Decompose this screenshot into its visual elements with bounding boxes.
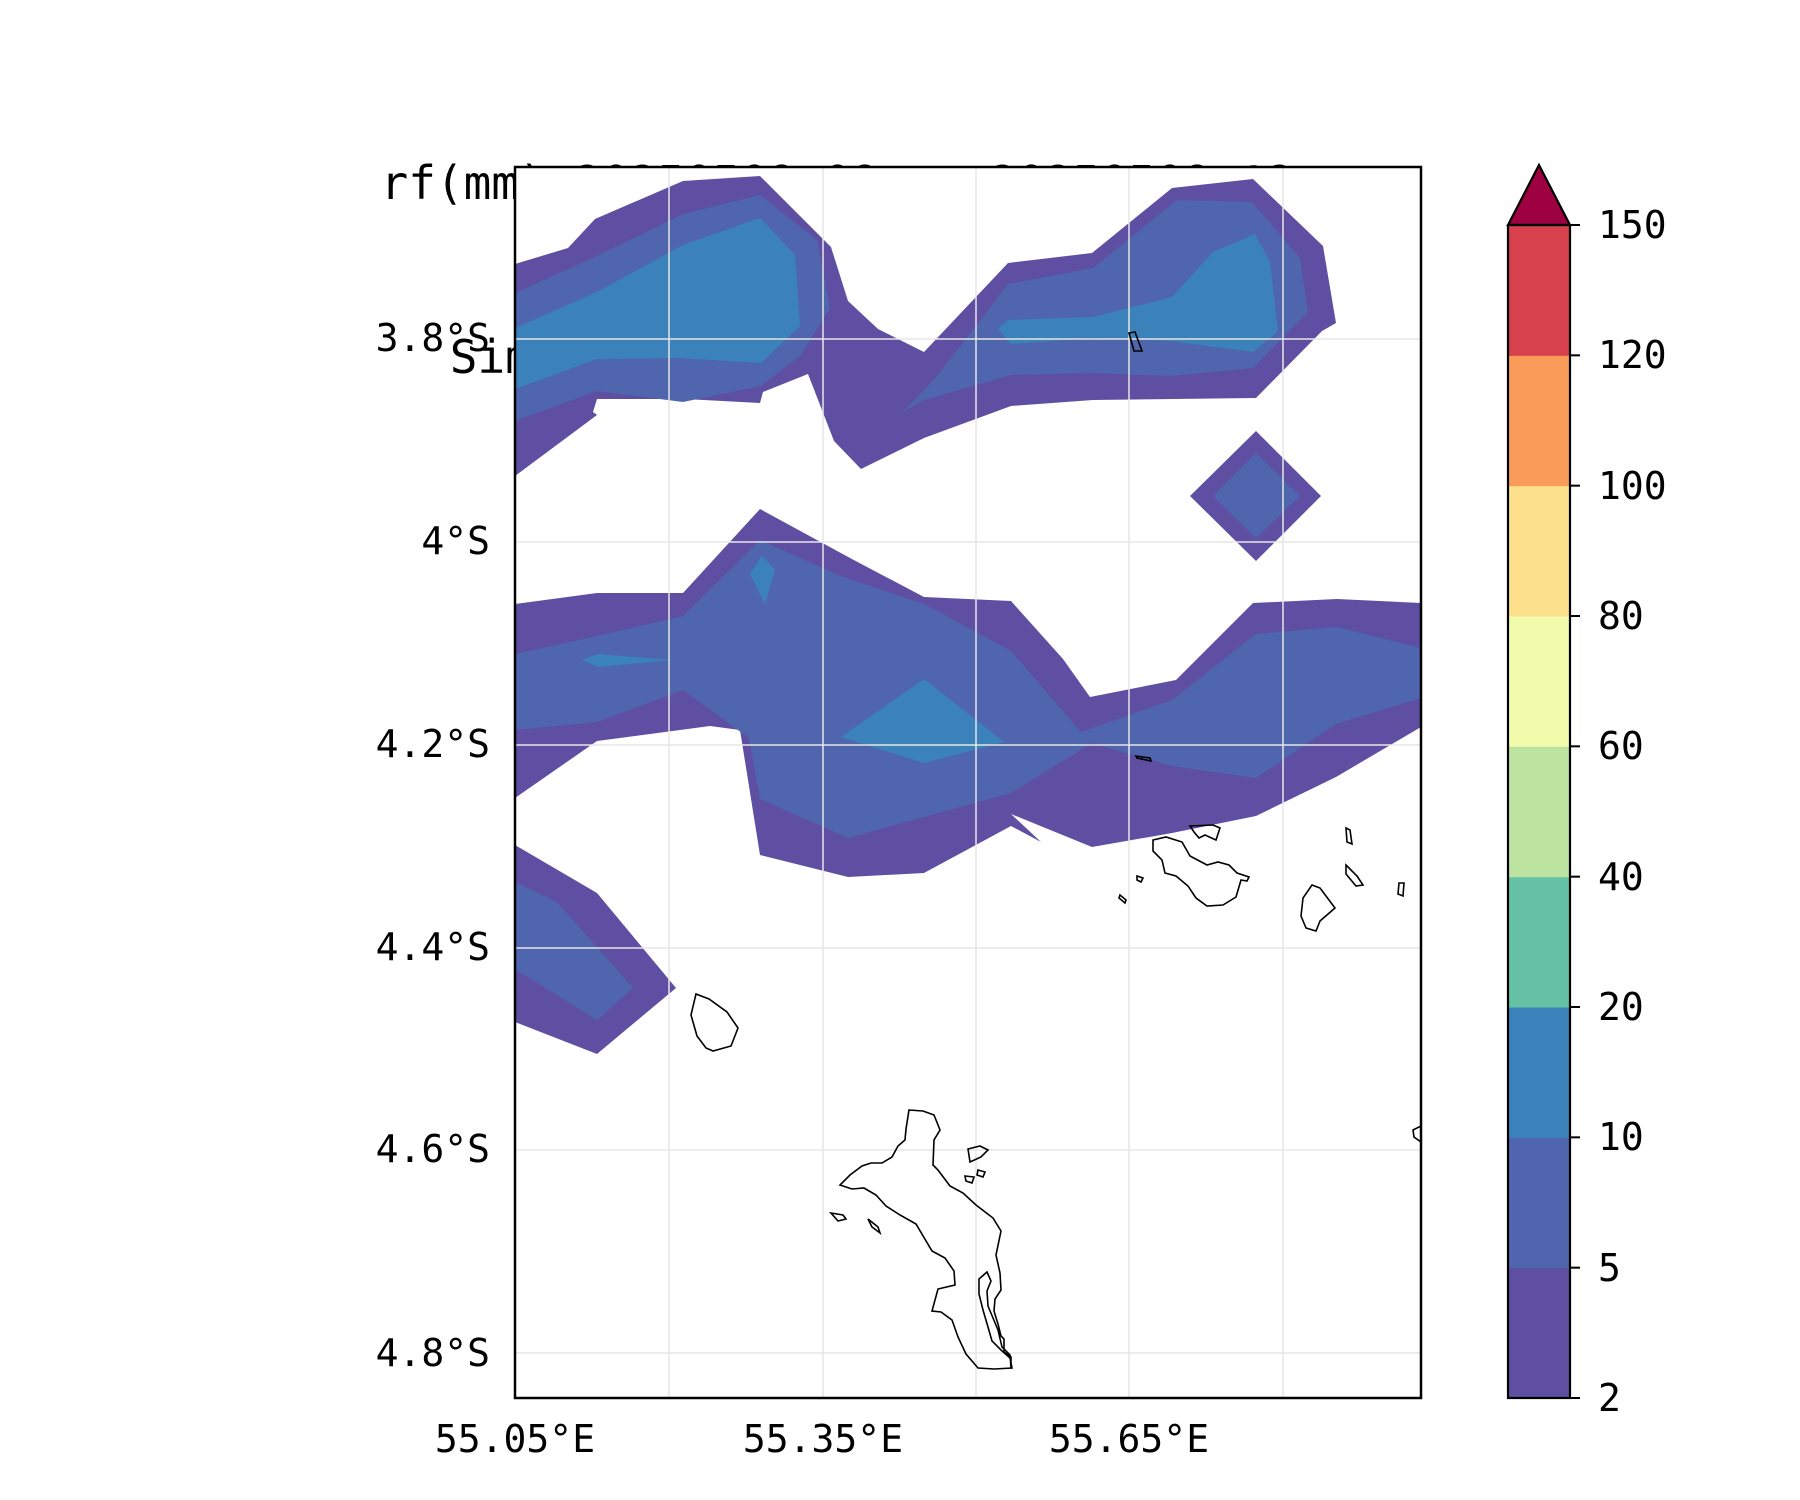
coast-islet-cerf <box>964 1175 976 1185</box>
colorbar-tick-label: 40 <box>1598 855 1644 899</box>
lat-tick-label: 4.2°S <box>376 722 490 766</box>
lat-tick-label: 4.8°S <box>376 1331 490 1375</box>
coast-islet-e4 <box>1412 1125 1421 1143</box>
map-gridlines <box>515 167 1421 1398</box>
colorbar-bands <box>1508 225 1570 1399</box>
lat-tick-label: 3.8°S <box>376 316 490 360</box>
rain-central-10-20-c <box>841 679 1004 763</box>
lat-tick-label: 4.6°S <box>376 1127 490 1171</box>
colorbar-tick-label: 150 <box>1598 203 1667 247</box>
colorbar-tick-label: 10 <box>1598 1115 1644 1159</box>
colorbar-tick-label: 120 <box>1598 333 1667 377</box>
map-frame <box>513 165 1423 1400</box>
colorbar-band <box>1508 1137 1570 1269</box>
lon-tick-labels: 55.05°E 55.35°E 55.65°E <box>435 1417 1209 1461</box>
colorbar-tick-label: 2 <box>1598 1376 1621 1420</box>
colorbar-band <box>1508 746 1570 878</box>
colorbar: 2 5 10 20 40 60 80 100 120 150 <box>1506 162 1667 1420</box>
colorbar-band <box>1508 1267 1570 1399</box>
colorbar-tick-label: 20 <box>1598 985 1644 1029</box>
coast-islet-e2 <box>1345 826 1353 846</box>
colorbar-band <box>1508 225 1570 356</box>
coast-islet-c <box>1134 754 1153 763</box>
coast-islet-ste-anne <box>967 1145 990 1164</box>
lat-tick-label: 4°S <box>421 519 490 563</box>
colorbar-band <box>1508 616 1570 747</box>
rain-central-10-20-b <box>582 654 672 667</box>
colorbar-band <box>1508 1007 1570 1138</box>
coast-silhouette <box>690 992 739 1052</box>
colorbar-tick-labels: 2 5 10 20 40 60 80 100 120 150 <box>1598 203 1667 1420</box>
colorbar-frame <box>1506 223 1572 1400</box>
colorbar-band <box>1508 355 1570 487</box>
coast-la-digue <box>1300 884 1337 932</box>
coast-mahe <box>838 1109 1013 1370</box>
lon-tick-label: 55.35°E <box>743 1417 903 1461</box>
coast-islet-moyenne <box>976 1168 987 1178</box>
rainfall-contours <box>515 176 1421 1054</box>
coast-islet-curieuse <box>1188 824 1221 842</box>
colorbar-tick-label: 60 <box>1598 724 1644 768</box>
colorbar-ticks <box>1570 224 1580 1399</box>
lat-tick-label: 4.4°S <box>376 925 490 969</box>
coast-praslin <box>1152 836 1251 907</box>
colorbar-band <box>1508 876 1570 1008</box>
coast-islet-w2 <box>867 1218 882 1236</box>
rain-diamond-5-10 <box>1213 453 1300 538</box>
coastlines <box>690 331 1421 1370</box>
colorbar-tick-label: 5 <box>1598 1246 1621 1290</box>
coast-islet-w1 <box>828 1211 848 1222</box>
lon-tick-label: 55.05°E <box>435 1417 595 1461</box>
colorbar-band <box>1508 485 1570 617</box>
rain-central-10-20-a <box>750 556 775 604</box>
rain-nw-10-20 <box>515 218 800 389</box>
coast-islet-e1 <box>1345 863 1365 887</box>
rain-central-5-10 <box>515 540 1421 838</box>
rain-ne-5-10 <box>903 200 1308 412</box>
lon-tick-label: 55.65°E <box>1049 1417 1209 1461</box>
colorbar-tick-label: 100 <box>1598 464 1667 508</box>
coast-islet-n <box>1127 331 1144 352</box>
coast-islet-small1 <box>1118 893 1127 905</box>
coast-islet-small2 <box>1136 874 1145 884</box>
rain-sw-5-10 <box>515 882 633 1020</box>
rain-ne-10-20 <box>998 234 1278 352</box>
colorbar-extend-triangle <box>1506 162 1572 227</box>
coast-islet-e3 <box>1397 882 1405 898</box>
lat-tick-labels: 3.8°S 4°S 4.2°S 4.4°S 4.6°S 4.8°S <box>376 316 490 1375</box>
colorbar-tick-label: 80 <box>1598 594 1644 638</box>
